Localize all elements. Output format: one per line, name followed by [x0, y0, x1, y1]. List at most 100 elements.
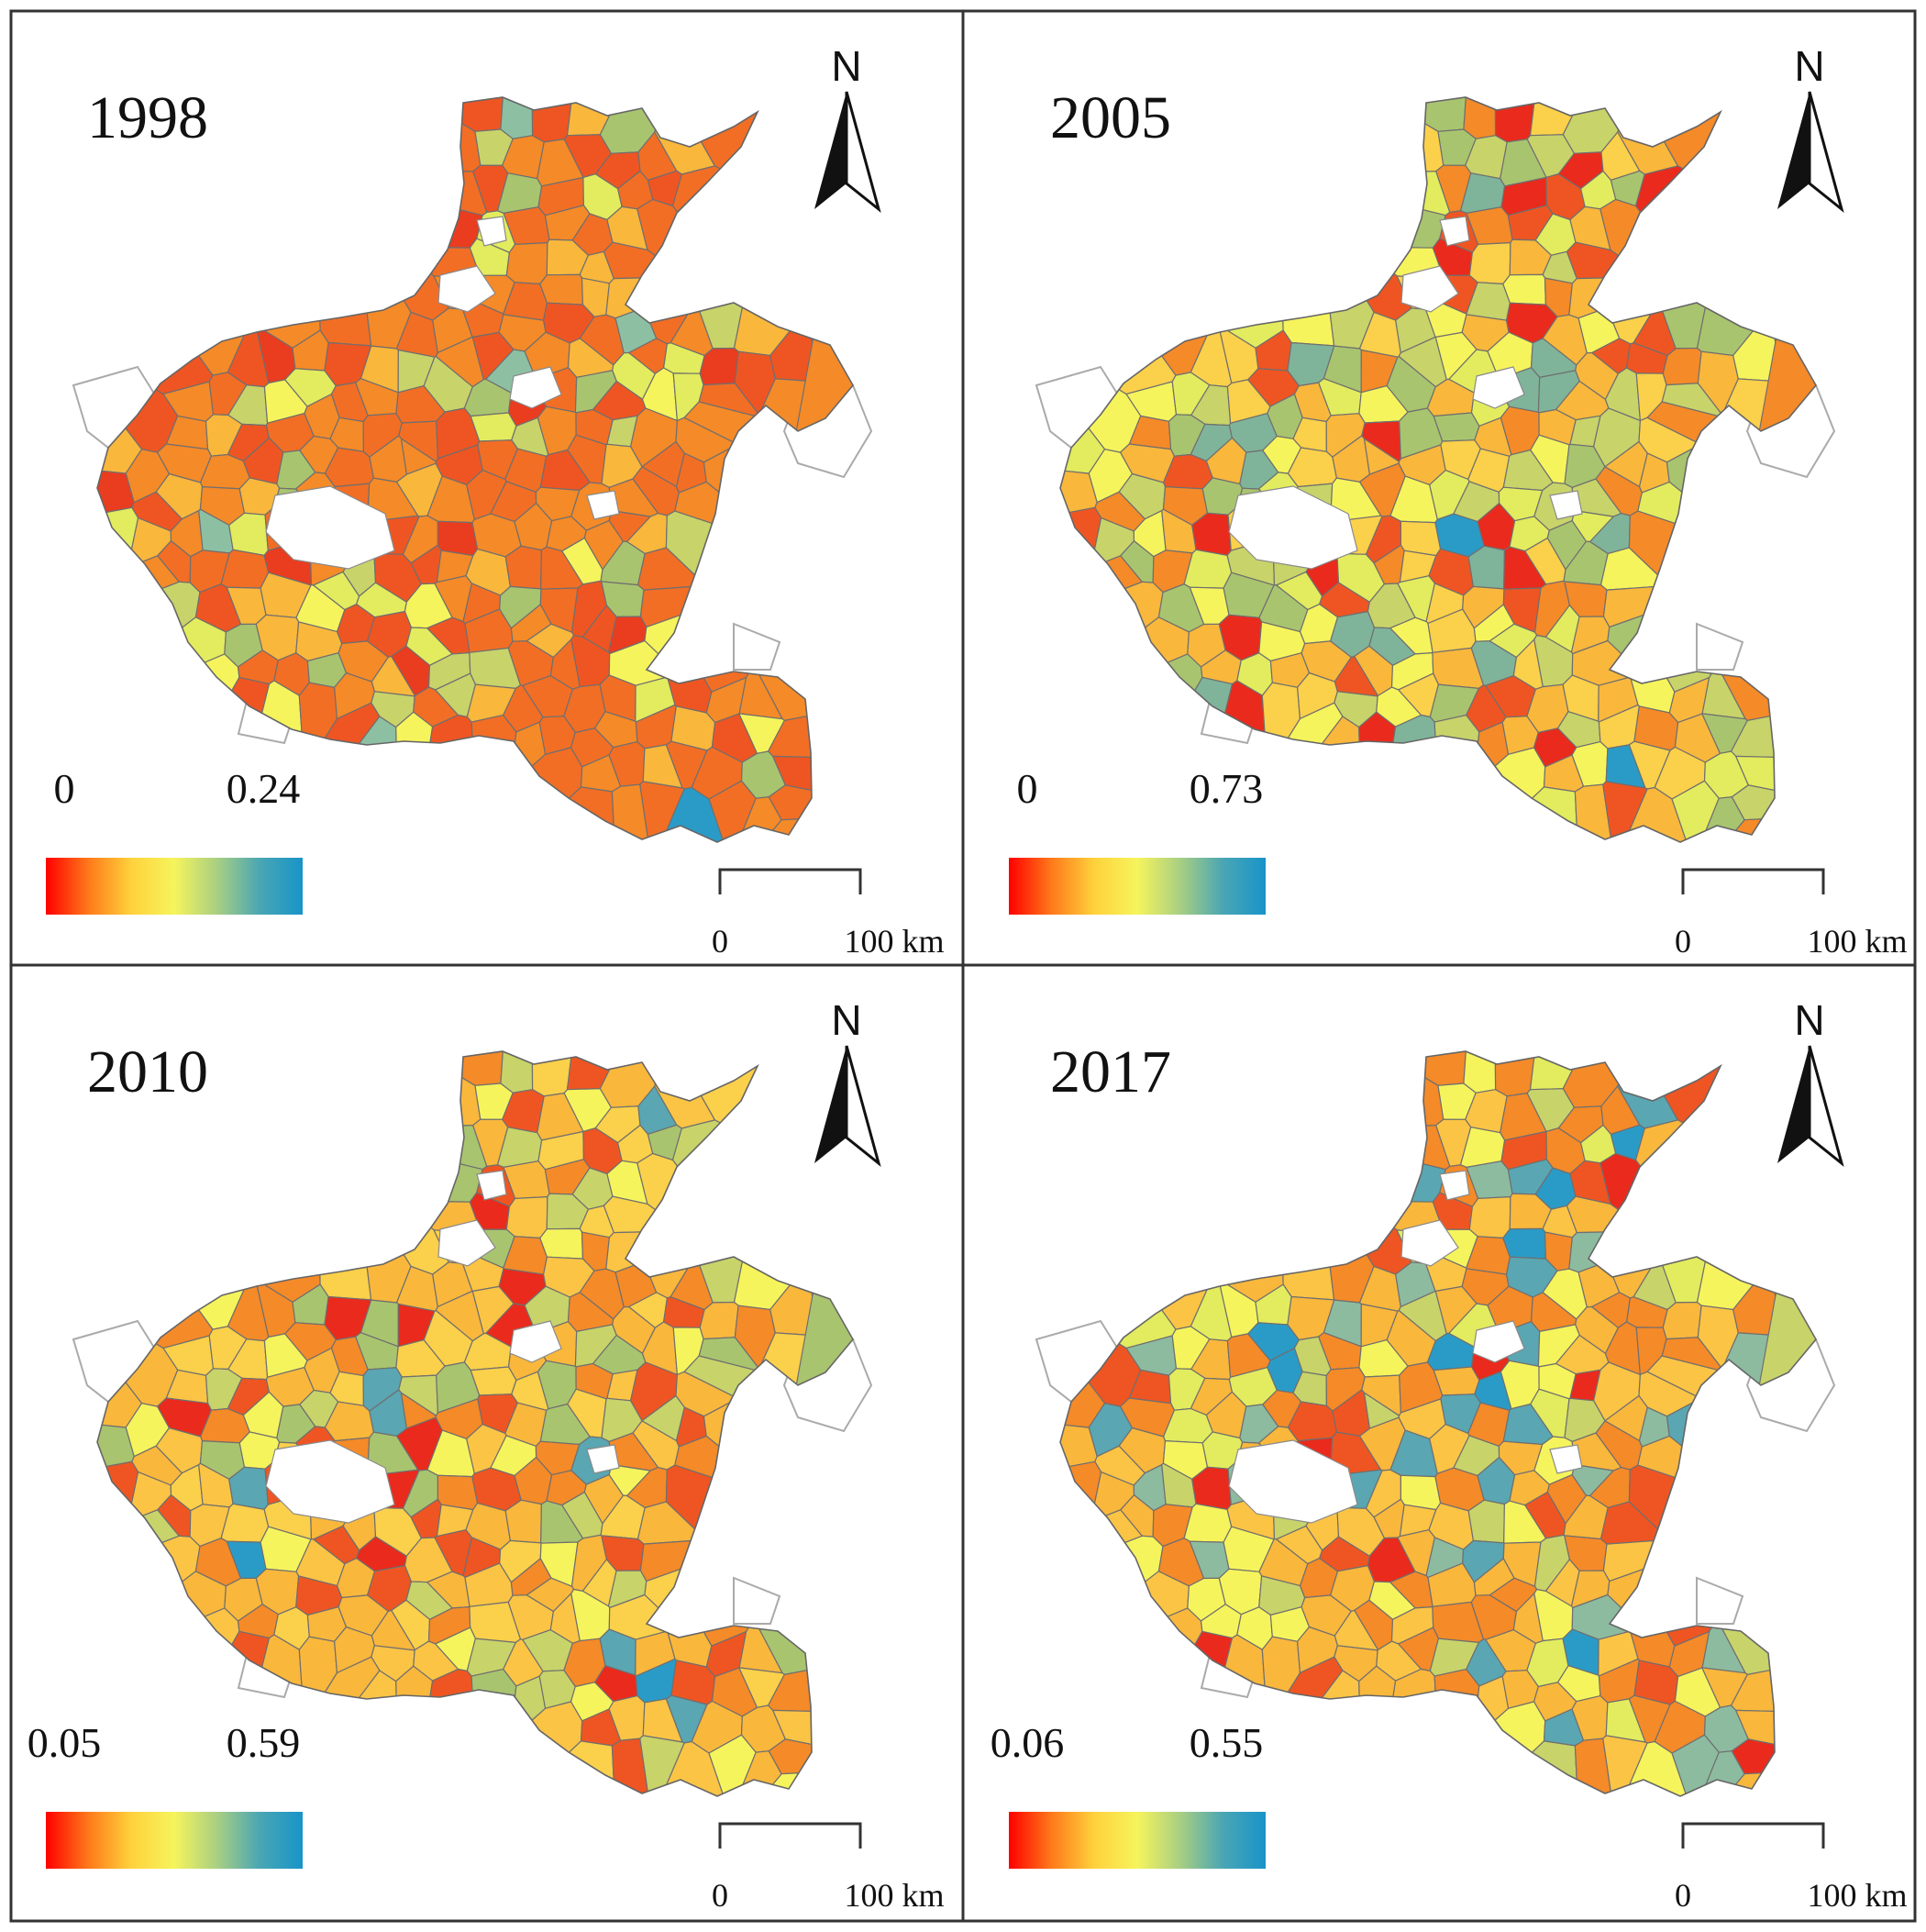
no-data-region [1228, 1439, 1358, 1524]
county-region [504, 1499, 543, 1544]
blank-region-outline [1696, 622, 1744, 671]
scale-end-label: 100 km [844, 923, 944, 960]
scale-bar-line [718, 868, 862, 894]
county-region [395, 1665, 434, 1796]
blank-region-outline [1696, 1576, 1744, 1625]
county-region [97, 1571, 227, 1682]
county-region [1280, 171, 1451, 217]
colorbar [46, 1812, 303, 1869]
no-data-region [476, 1170, 507, 1201]
county-region [470, 1668, 517, 1796]
no-data-region [1400, 265, 1459, 313]
county-region [1424, 1701, 1546, 1796]
county-region [437, 520, 479, 557]
county-region [1502, 1227, 1547, 1260]
county-region [1060, 1571, 1190, 1682]
county-region [505, 1195, 548, 1239]
county-region [97, 1460, 139, 1594]
county-region [1463, 97, 1497, 139]
legend-max-label: 0.59 [227, 1719, 301, 1766]
county-region [1609, 786, 1695, 842]
county-region [1060, 1460, 1102, 1594]
county-region [1424, 1740, 1581, 1796]
county-region [97, 581, 201, 727]
colorbar-legend: 0 0.24 [46, 765, 303, 915]
county-region [1666, 1396, 1816, 1571]
no-data-region [437, 265, 496, 313]
no-data-region [509, 1320, 562, 1363]
county-region [1731, 1738, 1816, 1775]
choropleth-regions [1060, 97, 1816, 842]
county-region [461, 786, 618, 842]
county-region [1433, 1366, 1480, 1396]
county-region [665, 510, 853, 634]
no-data-region [1549, 490, 1583, 520]
county-region [97, 155, 214, 395]
county-region [1060, 506, 1102, 640]
county-region [1433, 1668, 1480, 1796]
county-region [1280, 1125, 1451, 1171]
county-region [646, 786, 732, 842]
county-region [665, 1464, 853, 1588]
county-region [1060, 155, 1177, 395]
county-region [646, 1740, 732, 1796]
year-label: 2010 [87, 1038, 208, 1105]
county-region [733, 1051, 853, 1311]
county-region [1602, 584, 1699, 628]
scale-start-label: 0 [1675, 923, 1691, 960]
no-data-region [586, 490, 620, 520]
north-letter: N [831, 42, 861, 90]
north-arrow: N [1777, 42, 1844, 214]
county-region [1308, 1051, 1470, 1086]
county-region [1468, 1195, 1511, 1239]
county-region [1566, 1195, 1637, 1234]
county-region [461, 747, 583, 842]
county-region [1467, 545, 1506, 590]
no-data-areas [265, 216, 620, 570]
scale-bar: 0 100 km [712, 1822, 945, 1914]
county-region [639, 584, 736, 628]
county-region [97, 1109, 214, 1349]
year-label: 2005 [1050, 84, 1171, 151]
no-data-region [586, 1444, 620, 1474]
scale-end-label: 100 km [844, 1877, 944, 1914]
county-region [1278, 148, 1335, 347]
county-region [1424, 786, 1581, 842]
county-region [1424, 747, 1546, 842]
no-data-region [1400, 1219, 1459, 1267]
no-data-region [1549, 1444, 1583, 1474]
colorbar-legend: 0.05 0.59 [28, 1719, 303, 1869]
county-region [271, 1124, 483, 1203]
north-arrow-light-half [845, 1045, 881, 1168]
county-region [1433, 412, 1480, 442]
no-data-region [476, 216, 507, 247]
north-arrow: N [1777, 996, 1844, 1168]
panel-frames [9, 9, 1917, 1923]
no-data-areas [1228, 1170, 1583, 1524]
colorbar [1009, 858, 1266, 915]
county-region [315, 148, 372, 347]
county-region [271, 170, 483, 249]
blank-region-outline [733, 1576, 781, 1625]
county-region [1628, 1464, 1816, 1588]
legend-max-label: 0.24 [227, 765, 301, 812]
legend-min-label: 0.06 [991, 1719, 1065, 1766]
county-region [539, 1227, 584, 1260]
county-region [733, 97, 853, 357]
county-region [97, 616, 227, 727]
no-data-region [1472, 366, 1525, 409]
county-region [317, 1125, 488, 1171]
scale-end-label: 100 km [1807, 1877, 1907, 1914]
county-region [461, 1740, 618, 1796]
north-arrow-light-half [845, 91, 881, 214]
county-region [1060, 1109, 1177, 1349]
north-arrow: N [814, 42, 881, 214]
county-region [1400, 520, 1442, 557]
choropleth-regions [97, 97, 853, 842]
scale-bar: 0 100 km [1675, 868, 1908, 960]
county-region [470, 714, 517, 842]
blank-region-outline [733, 622, 781, 671]
colorbar-legend: 0.06 0.55 [991, 1719, 1266, 1869]
